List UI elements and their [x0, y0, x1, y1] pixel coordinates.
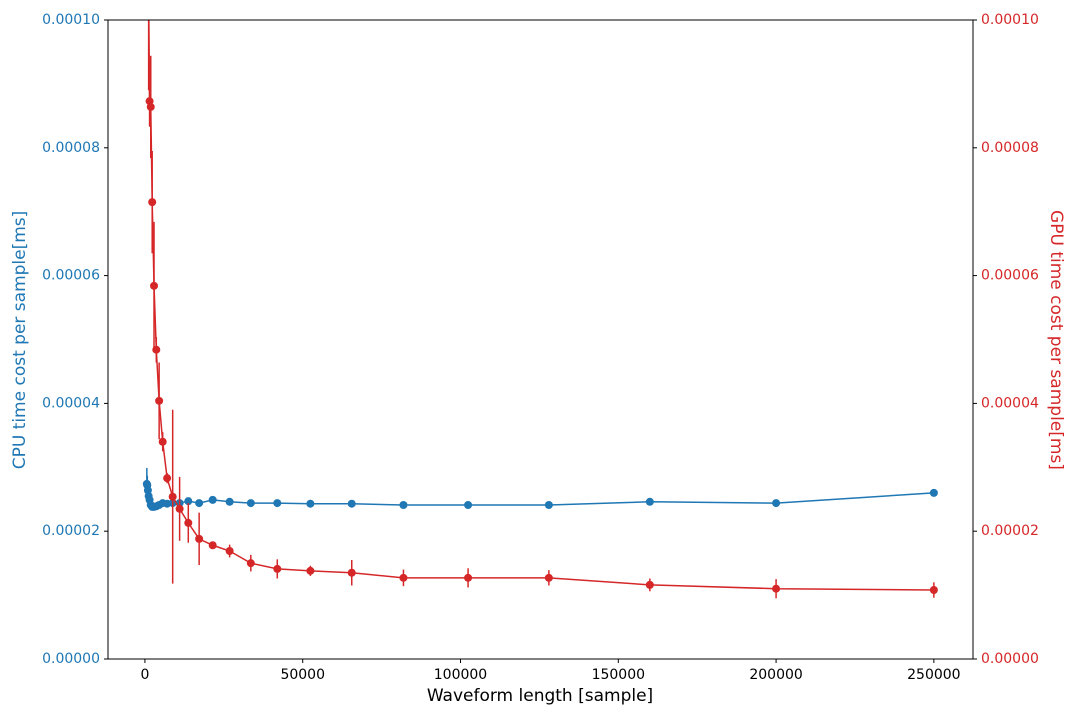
data-point [544, 573, 553, 582]
data-point [306, 499, 315, 508]
data-point [772, 584, 781, 593]
data-point [273, 499, 282, 508]
plot-area [142, 20, 938, 599]
data-point [158, 437, 167, 446]
y-tick-label: 0.00010 [42, 12, 100, 28]
data-point [645, 497, 654, 506]
series-line [148, 20, 934, 591]
x-tick-label: 50000 [280, 667, 325, 683]
y2-axis-label: GPU time cost per sample[ms] [1046, 210, 1066, 470]
data-point [772, 499, 781, 508]
y-tick-label: 0.00006 [42, 268, 100, 284]
y-axis-label: CPU time cost per sample[ms] [10, 211, 30, 470]
data-point [150, 281, 159, 290]
y2-tick-label: 0.00000 [981, 651, 1039, 667]
x-tick-label: 100000 [434, 667, 487, 683]
data-point [399, 501, 408, 510]
y2-tick-label: 0.00008 [981, 140, 1039, 156]
data-point [399, 573, 408, 582]
data-point [155, 396, 164, 405]
y-tick-label: 0.00004 [42, 395, 100, 411]
data-point [208, 541, 217, 550]
x-tick-label: 250000 [907, 667, 960, 683]
y2-tick-label: 0.00010 [981, 12, 1039, 28]
y2-tick-label: 0.00002 [981, 523, 1039, 539]
data-point [168, 492, 177, 501]
data-point [163, 474, 172, 483]
y2-tick-label: 0.00006 [981, 268, 1039, 284]
data-point [225, 497, 234, 506]
data-point [148, 198, 157, 207]
y-tick-label: 0.00000 [42, 651, 100, 667]
axes-frame [107, 19, 974, 660]
data-point [195, 499, 204, 508]
data-point [246, 499, 255, 508]
data-point [152, 345, 161, 354]
series-line [146, 483, 934, 508]
data-point [146, 102, 155, 111]
data-point [464, 573, 473, 582]
data-point [306, 566, 315, 575]
x-axis-label: Waveform length [sample] [427, 686, 653, 706]
data-point [273, 564, 282, 573]
y-tick-label: 0.00002 [42, 523, 100, 539]
data-point [246, 559, 255, 568]
data-point [347, 499, 356, 508]
data-point [175, 504, 184, 513]
data-point [184, 518, 193, 527]
x-tick-label: 200000 [749, 667, 802, 683]
data-point [208, 495, 217, 504]
y-tick-label: 0.00008 [42, 140, 100, 156]
y2-tick-label: 0.00004 [981, 395, 1039, 411]
data-point [184, 497, 193, 506]
data-point [464, 501, 473, 510]
data-point [929, 488, 938, 497]
data-point [544, 501, 553, 510]
data-point [929, 585, 938, 594]
data-point [195, 534, 204, 543]
data-point [347, 568, 356, 577]
data-point [225, 547, 234, 556]
x-tick-label: 0 [140, 667, 149, 683]
data-point [645, 580, 654, 589]
x-tick-label: 150000 [592, 667, 645, 683]
